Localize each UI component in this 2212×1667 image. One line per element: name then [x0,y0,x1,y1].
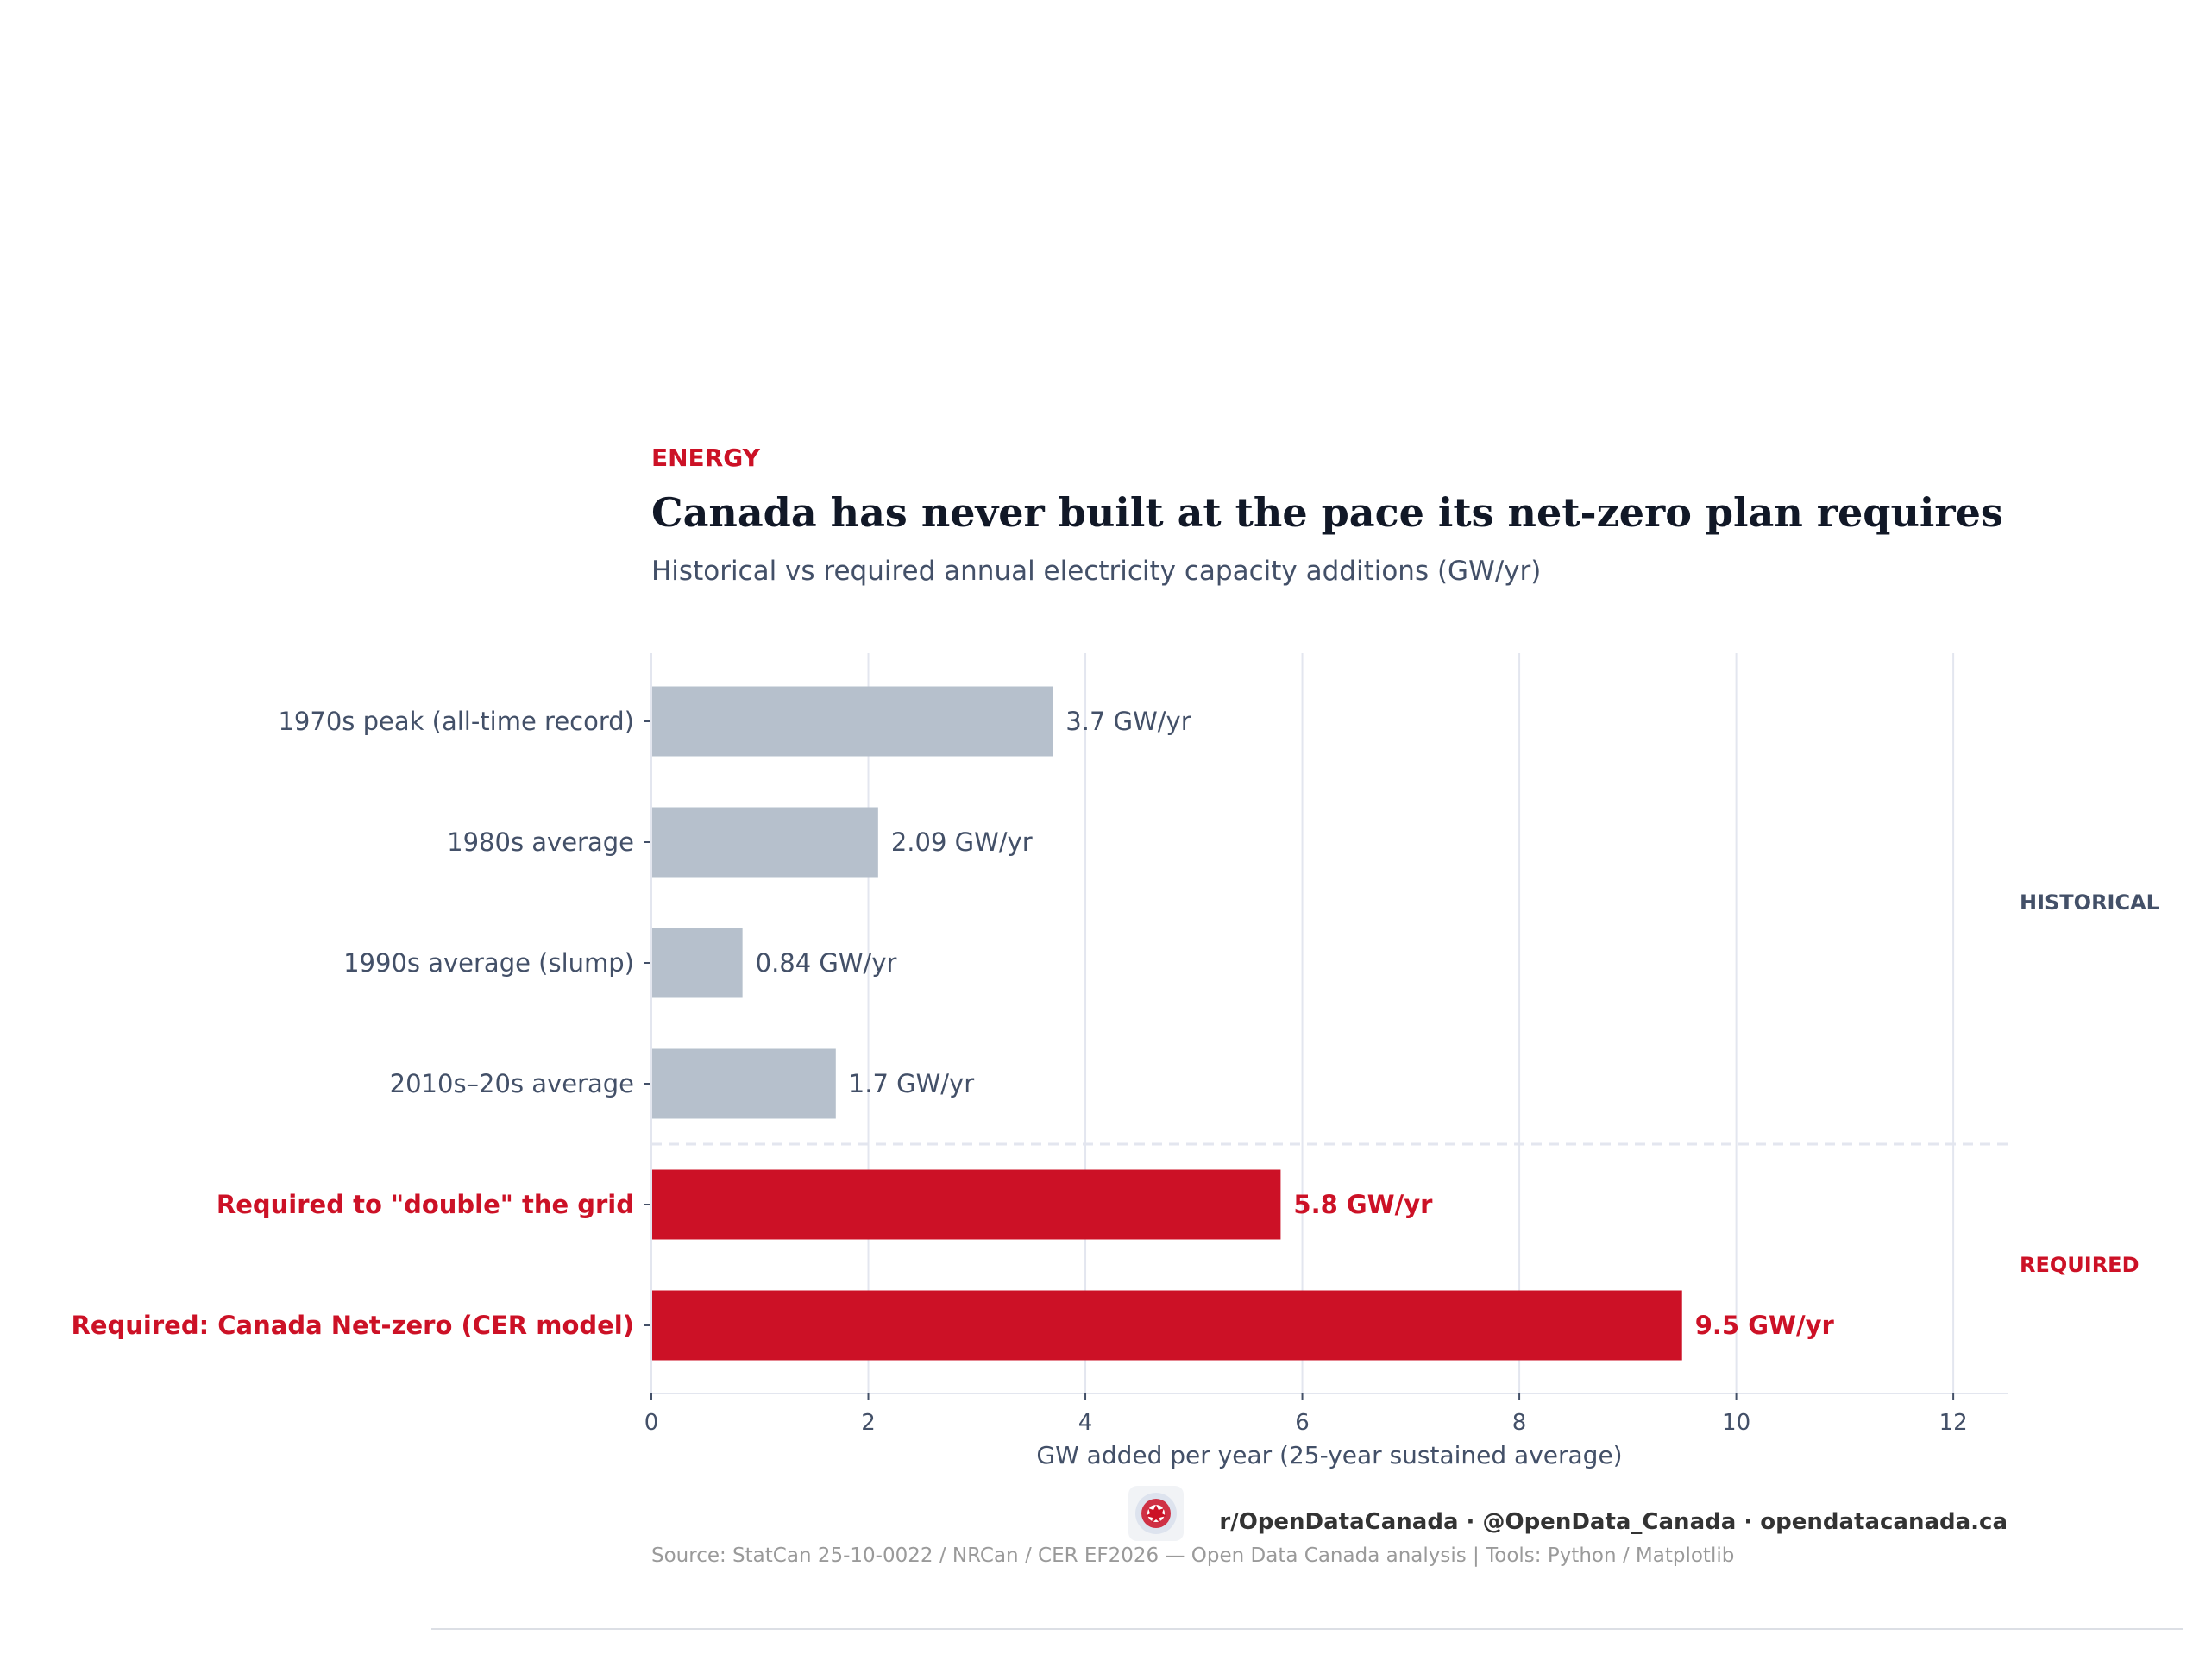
chart-title: Canada has never built at the pace its n… [651,489,2003,536]
group-label-required: REQUIRED [2020,1253,2140,1277]
value-label: 3.7 GW/yr [1065,707,1191,736]
x-tick-label: 10 [1722,1410,1750,1436]
bar [651,807,878,878]
value-label: 9.5 GW/yr [1695,1311,1835,1340]
bar [651,928,743,998]
x-tick-label: 8 [1512,1410,1527,1436]
x-tick-label: 0 [644,1410,659,1436]
value-label: 1.7 GW/yr [849,1069,974,1098]
category-label: Required: Canada Net-zero (CER model) [72,1311,635,1340]
category-label: 1970s peak (all-time record) [278,707,634,736]
category-label: 1980s average [447,827,634,857]
category-label: Required to "double" the grid [217,1190,634,1219]
value-label: 0.84 GW/yr [756,948,897,978]
group-label-historical: HISTORICAL [2020,890,2159,915]
footer-social-links: r/OpenDataCanada · @OpenData_Canada · op… [1219,1509,2008,1535]
value-label: 2.09 GW/yr [891,827,1033,857]
category-label: 1990s average (slump) [343,948,634,978]
footer-brand: r/OpenDataCanada · @OpenData_Canada · op… [1128,1486,2008,1541]
bar [651,1290,1682,1361]
plot-area: 1970s peak (all-time record) 3.7 GW/yr 198… [72,653,2159,1469]
bar [651,1048,836,1119]
bar [651,686,1053,757]
value-label: 5.8 GW/yr [1293,1190,1433,1219]
x-tick-label: 2 [861,1410,876,1436]
maple-leaf-logo-icon [1128,1486,1184,1541]
x-tick-label: 12 [1939,1410,1968,1436]
source-note: Source: StatCan 25-10-0022 / NRCan / CER… [651,1544,1734,1567]
kicker-label: ENERGY [651,443,761,472]
bar [651,1169,1281,1240]
x-tick-label: 6 [1295,1410,1310,1436]
x-axis-title: GW added per year (25-year sustained ave… [1036,1441,1622,1469]
x-tick-label: 4 [1078,1410,1093,1436]
chart-subtitle: Historical vs required annual electricit… [651,556,1541,587]
category-label: 2010s–20s average [390,1069,634,1098]
